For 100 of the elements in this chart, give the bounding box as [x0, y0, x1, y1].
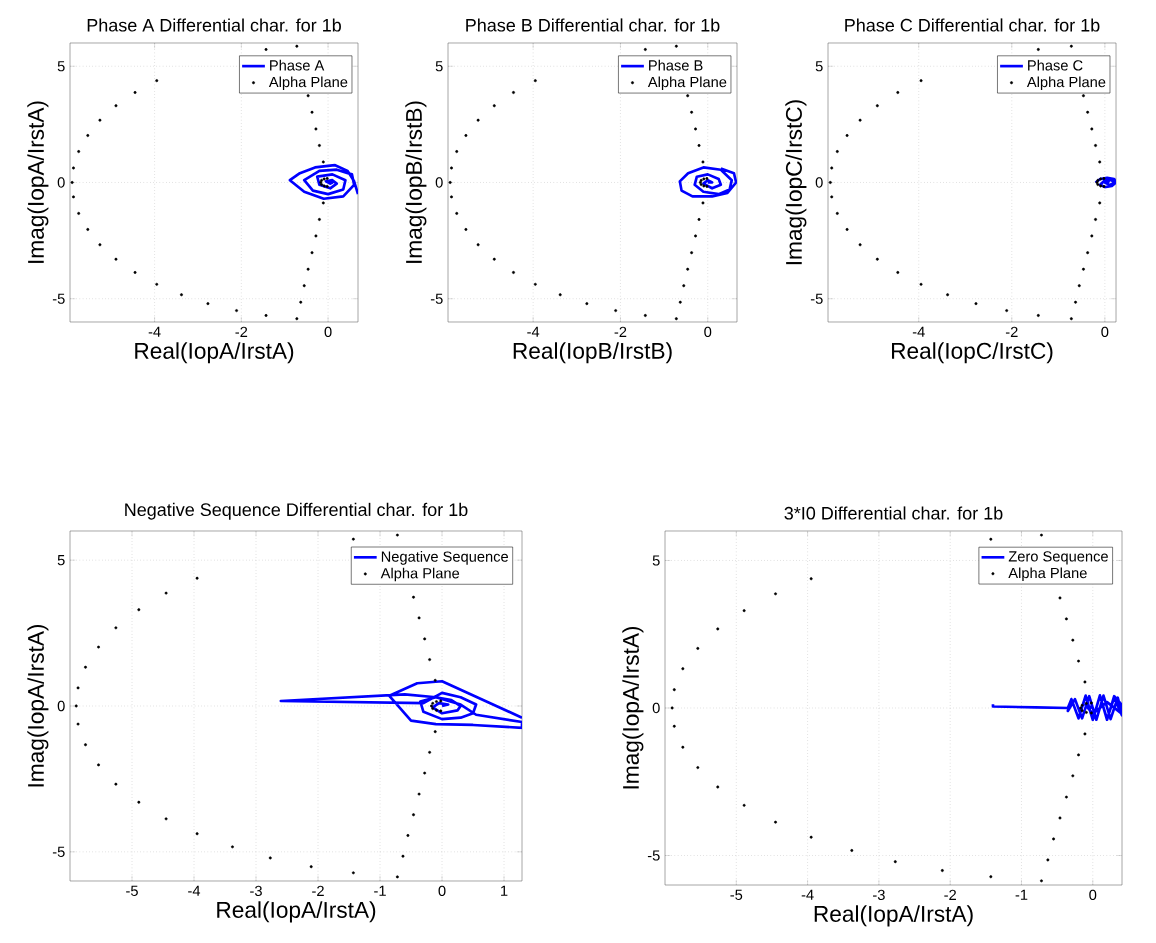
- point: [701, 201, 705, 205]
- x-tick-label: -4: [148, 326, 161, 337]
- x-tick-label: -2: [1005, 326, 1018, 337]
- point: [1084, 710, 1088, 714]
- point: [690, 251, 694, 255]
- point: [919, 282, 923, 286]
- point: [137, 800, 141, 804]
- point: [310, 251, 314, 255]
- point: [97, 645, 100, 649]
- point: [858, 118, 862, 122]
- point: [1084, 702, 1088, 706]
- chart-title: Phase B Differential char. for 1b: [466, 18, 720, 32]
- point: [1071, 774, 1075, 778]
- y-tick-label: -5: [52, 293, 65, 304]
- point: [423, 771, 427, 775]
- point: [1094, 144, 1098, 147]
- point: [702, 177, 706, 181]
- x-tick-label: 1: [501, 885, 508, 896]
- point: [230, 845, 234, 849]
- point: [77, 150, 81, 154]
- point: [431, 701, 435, 705]
- y-tick-label: 5: [435, 61, 443, 72]
- point: [1081, 94, 1085, 98]
- point: [325, 184, 329, 188]
- point: [1102, 177, 1106, 181]
- y-tick-label: 0: [57, 177, 65, 188]
- point: [1080, 709, 1084, 713]
- point: [989, 875, 993, 879]
- point: [830, 166, 834, 170]
- point: [395, 875, 399, 879]
- point: [682, 284, 686, 288]
- line-series: [991, 693, 1123, 722]
- point: [439, 709, 443, 713]
- point: [672, 688, 676, 692]
- point: [417, 792, 421, 796]
- legend-label: Alpha Plane: [268, 76, 348, 91]
- point: [264, 314, 268, 317]
- point: [114, 257, 118, 261]
- point: [72, 195, 75, 199]
- point: [325, 177, 329, 181]
- point: [195, 832, 199, 836]
- point: [268, 856, 272, 860]
- x-tick-label: -3: [873, 889, 885, 901]
- point: [1064, 795, 1068, 799]
- point: [1090, 234, 1094, 238]
- point: [492, 104, 496, 108]
- point: [439, 699, 443, 703]
- point: [155, 282, 159, 286]
- legend-label: Phase A: [270, 59, 325, 71]
- point: [875, 257, 879, 261]
- point: [114, 104, 118, 108]
- x-tick-label: -1: [374, 885, 386, 896]
- x-axis-title: Real(IopB/IrstB): [513, 342, 672, 364]
- point: [940, 869, 944, 873]
- point: [1083, 680, 1087, 684]
- point: [1039, 879, 1043, 883]
- point: [86, 134, 90, 137]
- point: [697, 217, 701, 221]
- point: [845, 134, 849, 137]
- point: [1083, 732, 1087, 736]
- legend-label: Alpha Plane: [1026, 76, 1106, 91]
- point: [533, 282, 537, 286]
- point: [742, 609, 746, 613]
- x-tick-label: -3: [250, 885, 262, 897]
- x-axis-title: Real(IopA/IrstA): [135, 342, 294, 364]
- point: [946, 293, 950, 297]
- point: [1058, 596, 1062, 600]
- point: [86, 227, 90, 231]
- point: [974, 302, 978, 306]
- legend-label: Phase C: [1028, 59, 1083, 71]
- x-tick-label: -5: [730, 889, 743, 900]
- y-tick-label: -5: [430, 293, 443, 304]
- point: [133, 271, 137, 274]
- x-axis-title: Real(IopC/IrstC): [892, 342, 1053, 364]
- point: [434, 700, 438, 704]
- x-tick-label: -4: [912, 326, 925, 337]
- point: [699, 183, 703, 187]
- point: [875, 104, 879, 108]
- point: [1005, 309, 1009, 313]
- point: [670, 706, 674, 710]
- point: [448, 181, 452, 184]
- point: [774, 592, 777, 596]
- point: [84, 743, 87, 747]
- point: [696, 646, 700, 650]
- point: [694, 127, 698, 131]
- y-tick-label: -5: [810, 293, 823, 304]
- point: [76, 722, 80, 726]
- point: [1086, 251, 1090, 255]
- point: [830, 195, 834, 199]
- point: [835, 150, 839, 154]
- point: [351, 537, 355, 541]
- point: [235, 309, 239, 313]
- point: [1077, 284, 1081, 288]
- point: [919, 79, 923, 83]
- y-axis-title: Imag(IopA/IrstA): [27, 624, 49, 787]
- legend-label: Phase B: [649, 59, 703, 71]
- x-tick-label: -5: [126, 885, 138, 896]
- y-tick-label: -5: [647, 850, 660, 861]
- point: [1074, 300, 1078, 304]
- point: [686, 267, 690, 271]
